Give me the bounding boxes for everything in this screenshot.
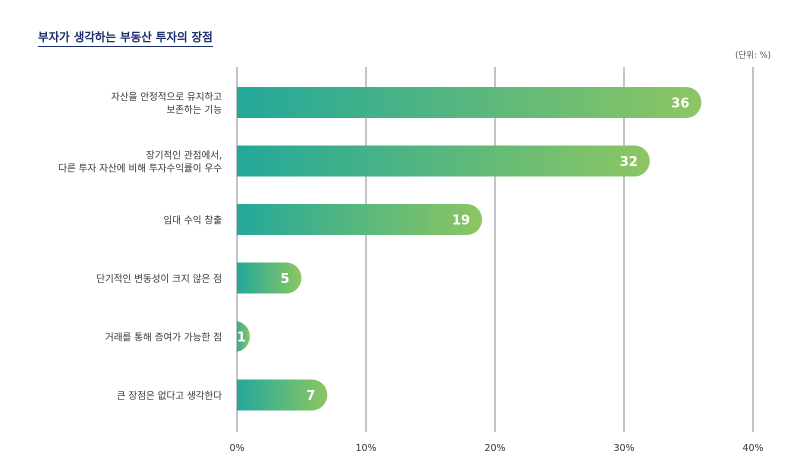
bar [237,145,650,177]
value-label: 1 [237,331,246,346]
category-label: 거래를 통해 증여가 가능한 점 [105,332,222,344]
value-label: 5 [280,272,289,287]
x-tick-label: 30% [613,443,634,454]
bar [237,379,328,411]
x-tick-label: 0% [229,443,244,454]
category-label: 장기적인 관점에서, [146,150,222,162]
chart-title: 부자가 생각하는 부동산 투자의 장점 [38,30,213,47]
unit-label: (단위: %) [735,51,771,61]
category-label: 임대 수익 창출 [164,215,223,227]
x-tick-label: 10% [355,443,376,454]
bar [237,204,483,235]
value-label: 19 [452,214,470,229]
grid-lines [236,67,754,432]
category-label: 다른 투자 자산에 비해 투자수익률이 우수 [58,163,222,175]
bar [237,262,302,294]
x-tick-label: 40% [742,443,763,454]
value-label: 32 [620,155,638,170]
x-axis-ticks: 0% 10% 20% 30% 40% [229,443,763,454]
category-label: 자산을 안정적으로 유지하고 [111,91,222,103]
value-label: 36 [671,97,689,112]
bars: 36 32 19 5 1 7 [234,87,702,411]
value-label: 7 [306,389,315,404]
category-label: 단기적인 변동성이 크지 않은 점 [96,273,222,285]
bar [237,87,702,118]
category-label: 보존하는 기능 [167,104,223,116]
category-label: 큰 장점은 없다고 생각한다 [117,390,222,402]
x-tick-label: 20% [484,443,505,454]
bar [234,321,250,352]
